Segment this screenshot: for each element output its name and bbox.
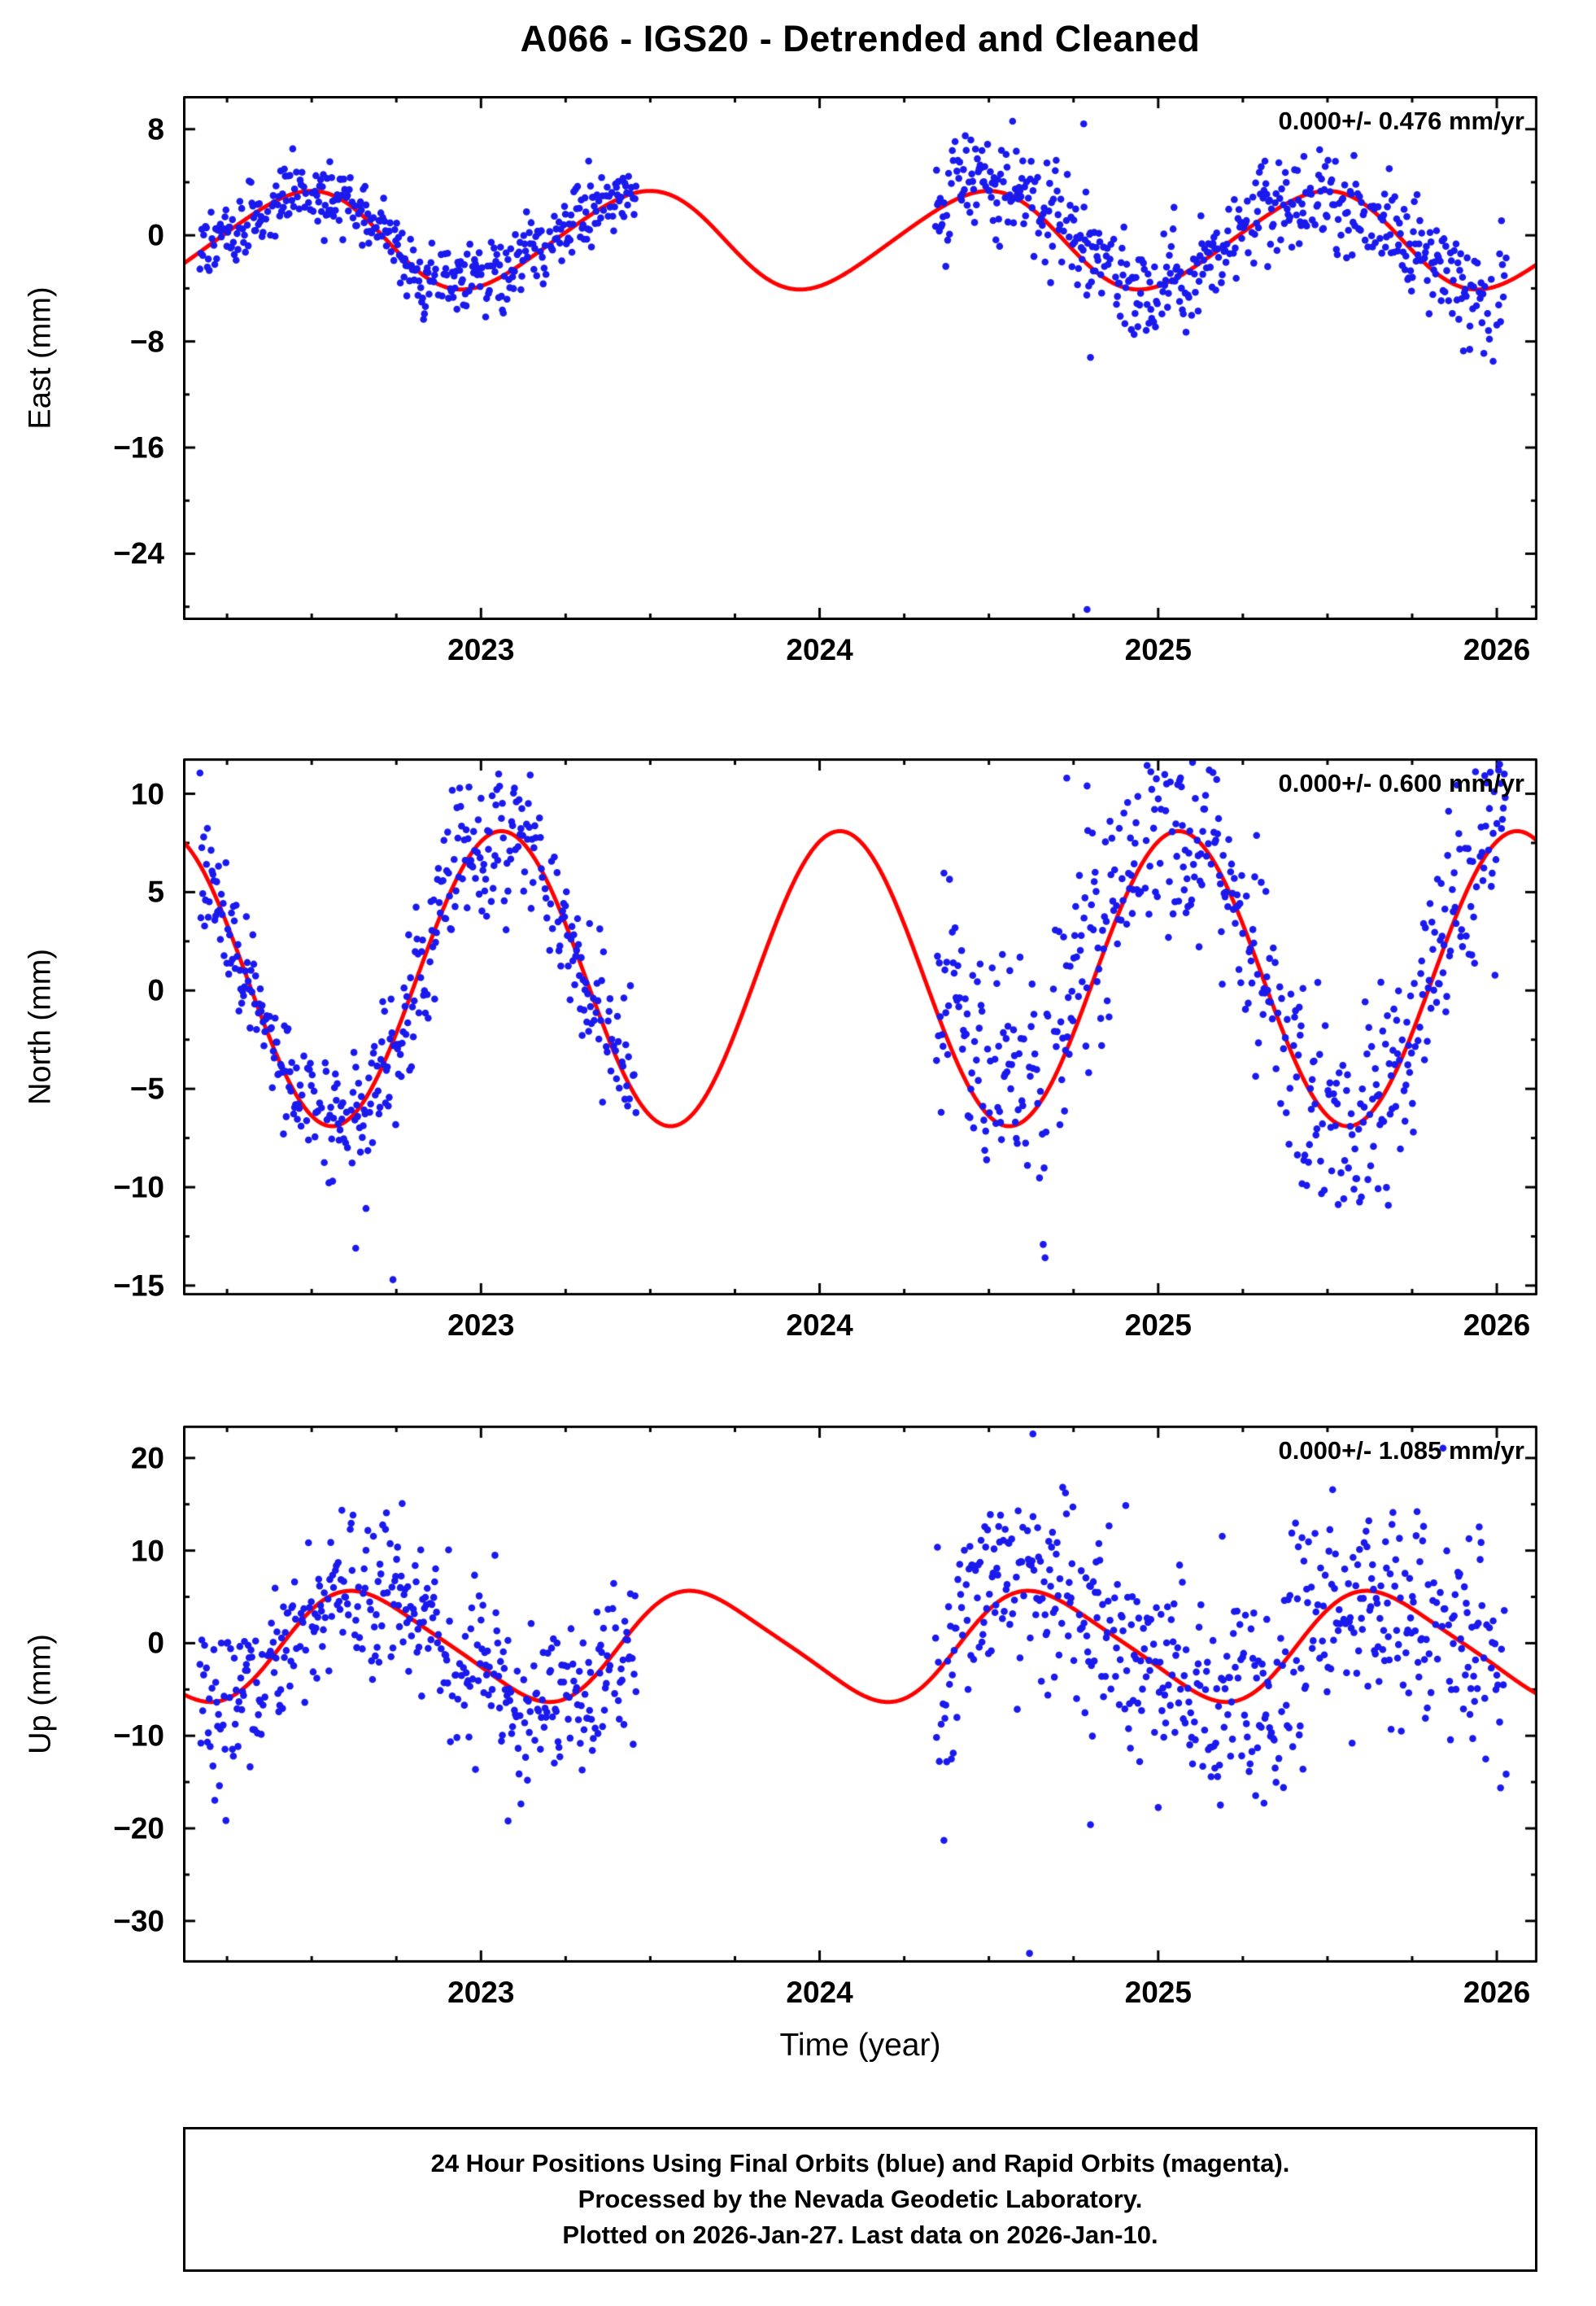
y-tick-label-east: −8 [129,325,164,359]
north-plot-canvas [183,758,1537,1295]
east-rate-annotation: 0.000+/- 0.476 mm/yr [1278,107,1524,135]
caption-line-3: Plotted on 2026-Jan-27. Last data on 202… [562,2221,1158,2250]
x-tick-label-east: 2024 [786,633,853,666]
y-tick-label-up: −20 [113,1811,164,1845]
y-tick-label-north: 10 [130,777,164,811]
caption-line-1: 24 Hour Positions Using Final Orbits (bl… [430,2149,1290,2177]
y-tick-label-east: −24 [113,536,164,570]
y-tick-label-east: 8 [147,112,164,146]
y-tick-label-north: 0 [147,973,164,1007]
y-tick-label-up: −10 [113,1719,164,1753]
x-tick-label-up: 2026 [1463,1976,1531,2009]
x-axis-title: Time (year) [779,2028,941,2063]
x-tick-label-up: 2024 [786,1976,853,2009]
panel-north: North (mm) 0.000+/- 0.600 mm/yr 10 5 0 −5 −1… [0,758,1596,1340]
east-axis-label: East (mm) [23,286,58,430]
y-tick-label-up: 10 [130,1534,164,1568]
panel-east: East (mm) 0.000+/- 0.476 mm/yr 8 0 −8 −16 −2… [0,96,1596,665]
y-tick-label-east: −16 [113,430,164,465]
y-tick-label-north: −10 [113,1170,164,1204]
x-tick-label-east: 2026 [1463,633,1531,666]
up-rate-annotation: 0.000+/- 1.085 mm/yr [1278,1436,1524,1465]
x-tick-label-north: 2024 [786,1308,853,1342]
y-tick-label-north: −5 [129,1072,164,1106]
x-tick-label-north: 2023 [447,1308,515,1342]
east-plot-canvas [183,96,1537,620]
north-rate-annotation: 0.000+/- 0.600 mm/yr [1278,769,1524,797]
y-tick-label-up: 0 [147,1626,164,1660]
x-tick-label-north: 2025 [1124,1308,1192,1342]
x-tick-label-north: 2026 [1463,1308,1531,1342]
y-tick-label-north: −15 [113,1269,164,1303]
caption-box: 24 Hour Positions Using Final Orbits (bl… [183,2127,1537,2273]
x-tick-label-east: 2025 [1124,633,1192,666]
x-tick-label-east: 2023 [447,633,515,666]
chart-title: A066 - IGS20 - Detrended and Cleaned [520,18,1201,59]
y-tick-label-east: 0 [147,218,164,252]
caption-line-2: Processed by the Nevada Geodetic Laborat… [578,2185,1143,2214]
y-tick-label-north: 5 [147,875,164,909]
y-tick-label-up: −30 [113,1904,164,1938]
x-tick-label-up: 2023 [447,1976,515,2009]
panel-up: Up (mm) 0.000+/- 1.085 mm/yr 20 10 0 −10 −20… [0,1426,1596,2007]
x-tick-label-up: 2025 [1124,1976,1192,2009]
up-plot-canvas [183,1426,1537,1963]
y-tick-label-up: 20 [130,1441,164,1475]
